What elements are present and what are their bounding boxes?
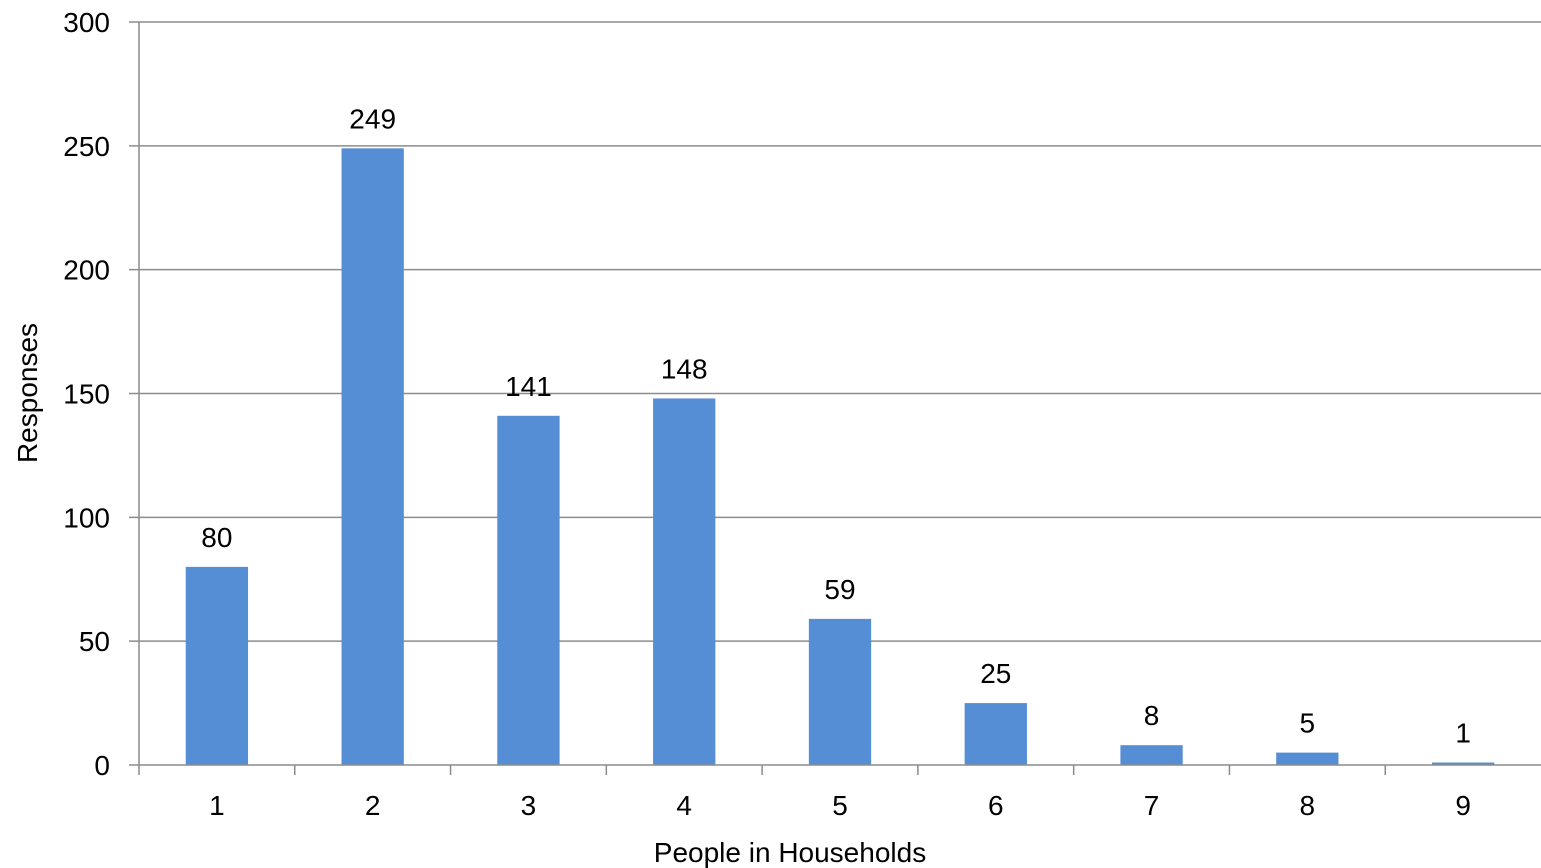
bar	[497, 415, 560, 765]
bar	[1276, 752, 1339, 765]
data-label: 249	[349, 103, 396, 134]
x-tick-label: 7	[1144, 790, 1160, 821]
bars	[185, 148, 1495, 765]
bar	[1431, 762, 1495, 765]
y-tick-label: 250	[63, 131, 110, 162]
data-label: 1	[1455, 718, 1471, 749]
data-label: 59	[824, 574, 855, 605]
bar	[1120, 745, 1183, 765]
data-label: 80	[201, 522, 232, 553]
y-tick-label: 0	[94, 750, 110, 781]
bar	[341, 148, 404, 765]
x-tick-label: 6	[988, 790, 1004, 821]
y-tick-label: 200	[63, 255, 110, 286]
y-tick-label: 100	[63, 502, 110, 533]
x-tick-label: 3	[521, 790, 537, 821]
axes: 0 50 100 150 200 250 300 1 2 3 4 5 6 7 8 9	[63, 7, 1541, 821]
x-tick-label: 4	[676, 790, 692, 821]
data-label: 141	[505, 371, 552, 402]
bar	[808, 618, 872, 765]
y-axis-title: Responses	[12, 323, 43, 463]
y-tick-label: 300	[63, 7, 110, 38]
data-label: 148	[661, 353, 708, 384]
x-tick-label: 2	[365, 790, 381, 821]
x-tick-label: 1	[209, 790, 225, 821]
x-axis-title: People in Households	[654, 837, 926, 868]
x-tick-label: 8	[1300, 790, 1316, 821]
data-label: 25	[980, 658, 1011, 689]
gridlines	[129, 21, 1541, 642]
data-label: 8	[1144, 700, 1160, 731]
x-tick-label: 9	[1455, 790, 1471, 821]
data-label: 5	[1300, 708, 1316, 739]
bar	[964, 703, 1027, 765]
data-labels: 80 249 141 148 59 25 8 5 1	[201, 103, 1471, 748]
y-tick-label: 150	[63, 379, 110, 410]
bar	[185, 566, 249, 765]
x-tick-label: 5	[832, 790, 848, 821]
y-tick-label: 50	[79, 626, 110, 657]
bar	[653, 398, 716, 765]
